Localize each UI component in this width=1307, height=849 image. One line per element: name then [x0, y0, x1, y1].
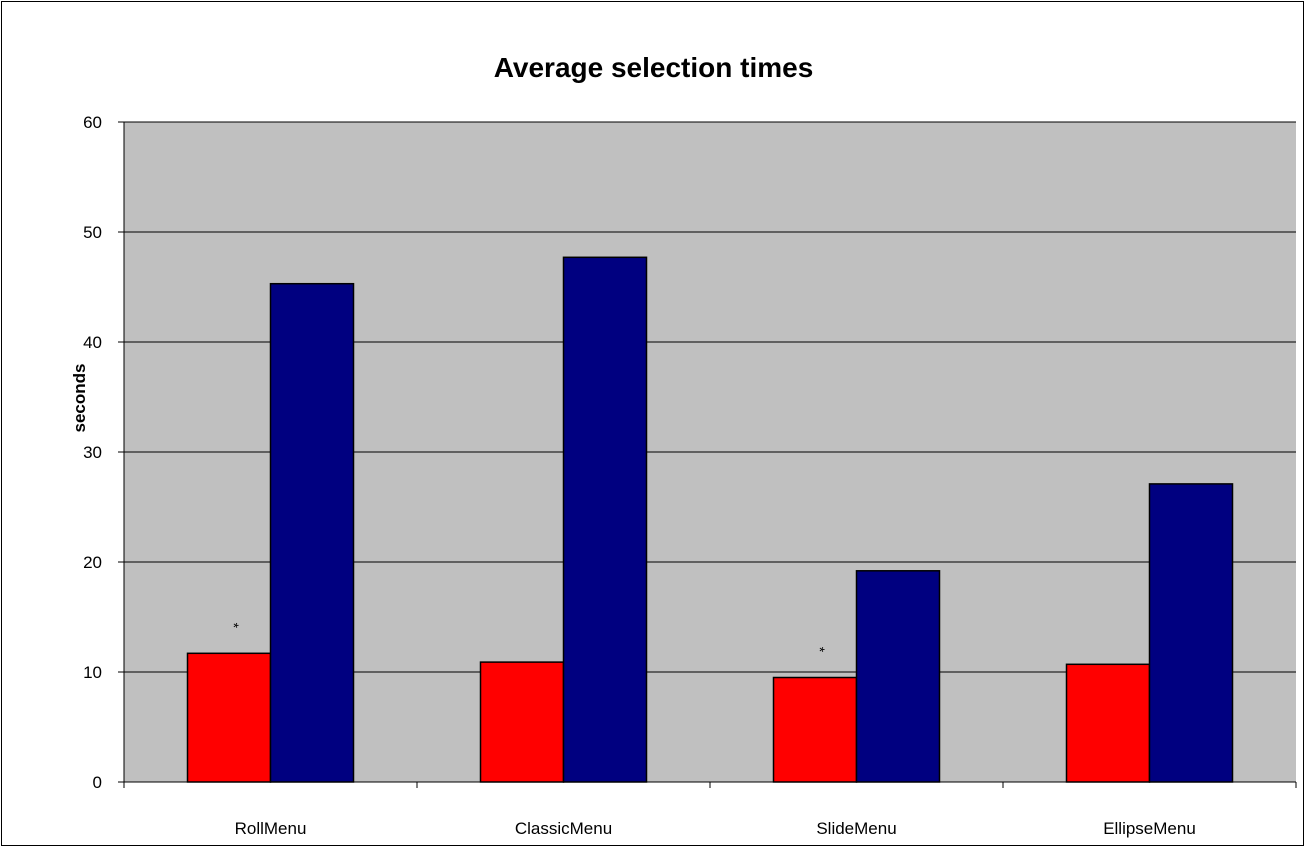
- bar-ellipsemenu-series-2: [1148, 483, 1234, 783]
- bar-rollmenu-series-2: [269, 282, 355, 783]
- x-category-label: RollMenu: [235, 819, 307, 838]
- chart-title: Average selection times: [493, 52, 814, 83]
- y-tick-label: 20: [83, 553, 102, 572]
- bar-ellipsemenu-series-1: [1065, 663, 1151, 783]
- y-tick-label: 60: [83, 113, 102, 132]
- y-tick-label: 50: [83, 223, 102, 242]
- x-category-label: EllipseMenu: [1103, 819, 1196, 838]
- y-tick-label: 30: [83, 443, 102, 462]
- bar-classicmenu-series-2: [562, 256, 648, 783]
- significance-marker: *: [226, 623, 242, 629]
- y-tick-label: 40: [83, 333, 102, 352]
- y-tick-label: 0: [93, 773, 102, 792]
- significance-marker: *: [812, 647, 828, 653]
- bar-rollmenu-series-1: [186, 652, 272, 783]
- x-category-label: SlideMenu: [816, 819, 896, 838]
- bar-classicmenu-series-1: [479, 661, 565, 783]
- y-tick-label: 10: [83, 663, 102, 682]
- bar-slidemenu-series-1: [772, 676, 858, 783]
- x-category-label: ClassicMenu: [515, 819, 612, 838]
- bar-slidemenu-series-2: [855, 570, 941, 783]
